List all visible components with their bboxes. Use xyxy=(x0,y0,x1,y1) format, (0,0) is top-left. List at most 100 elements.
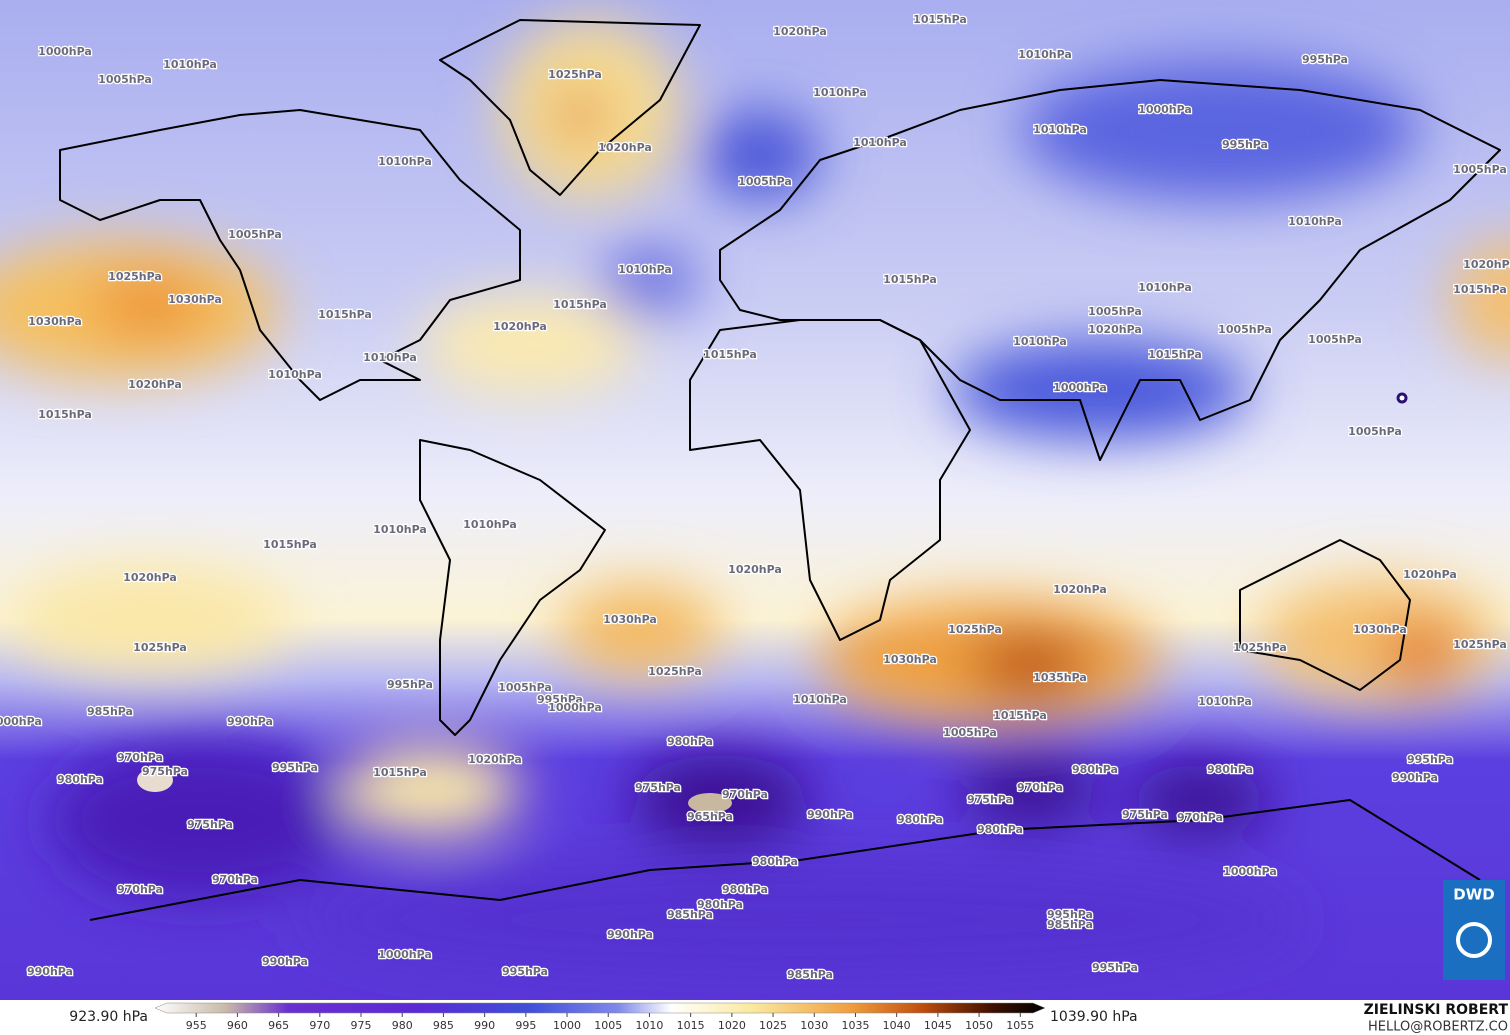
isobar-label: 1010hPa xyxy=(793,693,847,706)
isobar-label: 1005hPa xyxy=(1348,425,1402,438)
isobar-label: 1010hPa xyxy=(463,518,517,531)
isobar-label: 990hPa xyxy=(262,955,308,968)
isobar-label: 990hPa xyxy=(227,715,273,728)
isobar-label: 975hPa xyxy=(635,781,681,794)
isobar-label: 975hPa xyxy=(142,765,188,778)
isobar-label: 995hPa xyxy=(1092,961,1138,974)
isobar-label: 1015hPa xyxy=(263,538,317,551)
isobar-label: 1000hPa xyxy=(548,701,602,714)
isobar-label: 1020hPa xyxy=(1403,568,1457,581)
isobar-label: 980hPa xyxy=(722,883,768,896)
colorbar-bar xyxy=(154,1002,1046,1014)
colorbar-tick-label: 965 xyxy=(268,1019,289,1032)
isobar-label: 980hPa xyxy=(1072,763,1118,776)
isobar-label: 990hPa xyxy=(607,928,653,941)
isobar-label: 990hPa xyxy=(1392,771,1438,784)
isobar-label: 1020hPa xyxy=(1463,258,1510,271)
isobar-label: 1015hPa xyxy=(703,348,757,361)
low-core xyxy=(137,768,173,792)
north-america xyxy=(59,109,521,401)
isobar-label: 1010hPa xyxy=(1033,123,1087,136)
isobar-label: 1025hPa xyxy=(1453,638,1507,651)
isobar-label: 1010hPa xyxy=(1198,695,1252,708)
isobar-label: 1025hPa xyxy=(1233,641,1287,654)
isobar-label: 970hPa xyxy=(117,751,163,764)
isobar-label: 1030hPa xyxy=(1353,623,1407,636)
colorbar-tick-label: 1015 xyxy=(677,1019,705,1032)
isobar-label: 980hPa xyxy=(1207,763,1253,776)
isobar-label: 1035hPa xyxy=(1033,671,1087,684)
credit-email: HELLO@ROBERTZ.CO xyxy=(1368,1020,1508,1035)
isobar-label: 1000hPa xyxy=(38,45,92,58)
isobar-label: 1000hPa xyxy=(0,715,42,728)
colorbar: 955 960 965 970 975 980 985 990 995 1000 1005 1010 1… xyxy=(154,1002,1046,1032)
isobar-label: 1025hPa xyxy=(133,641,187,654)
colorbar-tick-label: 955 xyxy=(186,1019,207,1032)
isobar-label: 995hPa xyxy=(1302,53,1348,66)
isobar-label: 1020hPa xyxy=(128,378,182,391)
colorbar-tick-label: 995 xyxy=(515,1019,536,1032)
colorbar-tick-label: 1020 xyxy=(718,1019,746,1032)
isobar-label: 970hPa xyxy=(117,883,163,896)
isobar-label: 1020hPa xyxy=(773,25,827,38)
isobar-label: 980hPa xyxy=(897,813,943,826)
min-label: 923.90 hPa xyxy=(69,1009,148,1025)
colorbar-tick-label: 985 xyxy=(433,1019,454,1032)
south-america xyxy=(419,439,606,736)
colorbar-tick-label: 960 xyxy=(227,1019,248,1032)
isobar-label: 975hPa xyxy=(967,793,1013,806)
isobar-label: 970hPa xyxy=(722,788,768,801)
greenland xyxy=(439,19,701,196)
isobar-label: 1005hPa xyxy=(943,726,997,739)
isobar-label: 1025hPa xyxy=(108,270,162,283)
isobar-label: 980hPa xyxy=(697,898,743,911)
isobar-label: 1010hPa xyxy=(1018,48,1072,61)
colorbar-tick-label: 1040 xyxy=(883,1019,911,1032)
isobar-label: 995hPa xyxy=(1047,908,1093,921)
isobar-label: 1005hPa xyxy=(1088,305,1142,318)
australia xyxy=(1239,539,1411,691)
isobar-label: 1015hPa xyxy=(373,766,427,779)
isobar-label: 1015hPa xyxy=(38,408,92,421)
isobar-label: 1010hPa xyxy=(373,523,427,536)
africa xyxy=(689,319,971,641)
isobar-label: 1025hPa xyxy=(648,665,702,678)
isobar-label: 1010hPa xyxy=(363,351,417,364)
isobar-label: 1020hPa xyxy=(1053,583,1107,596)
isobar-label: 1005hPa xyxy=(738,175,792,188)
antarctica xyxy=(89,799,1481,921)
colorbar-tick-label: 1030 xyxy=(800,1019,828,1032)
isobar-label: 970hPa xyxy=(212,873,258,886)
isobar-label: 1005hPa xyxy=(1308,333,1362,346)
isobar-label: 980hPa xyxy=(667,735,713,748)
isobar-label: 985hPa xyxy=(667,908,713,921)
isobar-label: 985hPa xyxy=(787,968,833,981)
low-core xyxy=(688,793,732,813)
pressure-field xyxy=(0,20,1510,980)
isobar-label: 980hPa xyxy=(57,773,103,786)
isobar-label: 1015hPa xyxy=(993,709,1047,722)
colorbar-tick-label: 1010 xyxy=(635,1019,663,1032)
isobar-label: 1000hPa xyxy=(378,948,432,961)
isobar-labels: 1000hPa 1005hPa 1010hPa 1020hPa 1015hPa 1010h… xyxy=(0,12,1510,983)
isobar-label: 1030hPa xyxy=(883,653,937,666)
isobar-label: 985hPa xyxy=(87,705,133,718)
isobar-label: 1010hPa xyxy=(1288,215,1342,228)
isobar-label: 1010hPa xyxy=(1138,281,1192,294)
isobar-label: 1010hPa xyxy=(268,368,322,381)
isobar-label: 1020hPa xyxy=(728,563,782,576)
isobar-label: 1030hPa xyxy=(168,293,222,306)
isobar-label: 1030hPa xyxy=(28,315,82,328)
isobar-label: 1015hPa xyxy=(1148,348,1202,361)
isobar-label: 1000hPa xyxy=(1053,381,1107,394)
isobar-label: 1005hPa xyxy=(1453,163,1507,176)
isobar-label: 1010hPa xyxy=(1013,335,1067,348)
isobar-label: 1000hPa xyxy=(1138,103,1192,116)
logo-text: DWD xyxy=(1453,886,1494,904)
isobar-label: 990hPa xyxy=(807,808,853,821)
isobar-label: 1005hPa xyxy=(1218,323,1272,336)
isobar-label: 975hPa xyxy=(187,818,233,831)
isobar-label: 1015hPa xyxy=(883,273,937,286)
isobar-label: 995hPa xyxy=(272,761,318,774)
